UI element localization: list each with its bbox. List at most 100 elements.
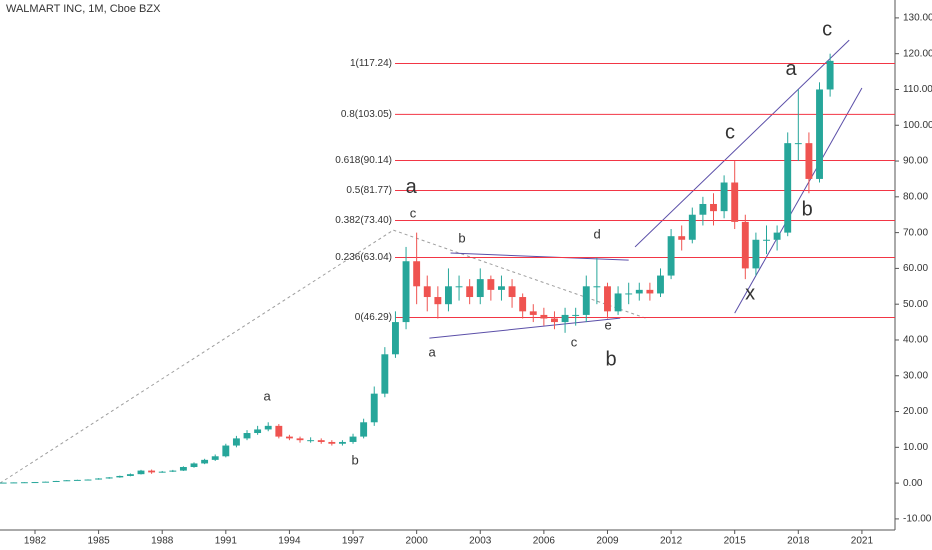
candle-body [794, 143, 802, 145]
candle-body [741, 221, 749, 269]
fib-label: 0(46.29) [355, 312, 392, 323]
trend-line [429, 317, 621, 339]
candle-body [158, 471, 166, 473]
candle-body [784, 143, 792, 233]
candle-body [222, 445, 230, 457]
candle-body [614, 293, 622, 312]
y-tick-label: 50.00 [903, 299, 928, 310]
wave-label: b [606, 348, 617, 370]
candle-body [264, 425, 272, 430]
y-tick-label: 120.00 [903, 48, 932, 59]
candle-body [20, 482, 28, 484]
wave-label: a [406, 176, 418, 198]
x-tick-label: 1997 [342, 536, 365, 547]
candle-body [10, 482, 18, 484]
x-tick-label: 2021 [851, 536, 874, 547]
candle-body [657, 275, 664, 294]
x-tick-label: 1985 [87, 536, 110, 547]
candle-body [476, 279, 484, 298]
candle-body [338, 441, 346, 444]
x-tick-label: 1982 [24, 536, 47, 547]
candle-body [402, 261, 410, 323]
candle-body [551, 318, 558, 323]
candle-body [137, 470, 145, 475]
candle-body [763, 239, 770, 241]
y-tick-label: 0.00 [903, 478, 923, 489]
fib-label: 0.618(90.14) [335, 155, 392, 166]
y-tick-label: 20.00 [903, 406, 928, 417]
wave-label: c [571, 335, 578, 350]
candle-body [423, 286, 431, 298]
y-tick-label: 130.00 [903, 13, 932, 24]
candle-body [635, 289, 643, 294]
candle-body [275, 425, 283, 437]
candle-body [370, 393, 378, 423]
y-tick-label: -10.00 [903, 514, 932, 525]
candle-body [445, 286, 452, 305]
wave-label: b [352, 452, 359, 467]
candle-body [148, 470, 156, 473]
candle-body [391, 322, 399, 355]
x-tick-label: 1988 [151, 536, 174, 547]
y-tick-label: 40.00 [903, 335, 928, 346]
wave-label: a [786, 58, 798, 80]
wave-label: d [593, 227, 600, 242]
candle-body [116, 475, 124, 478]
candle-body [678, 236, 686, 240]
y-tick-label: 10.00 [903, 442, 928, 453]
candle-body [487, 279, 495, 290]
candle-body [0, 482, 7, 484]
candle-body [201, 459, 209, 464]
fib-label: 1(117.24) [350, 58, 392, 69]
wave-label: b [802, 198, 813, 220]
x-tick-label: 1991 [215, 536, 238, 547]
candle-body [73, 479, 81, 481]
y-tick-label: 70.00 [903, 227, 928, 238]
candle-body [699, 203, 707, 215]
wave-label: c [410, 205, 417, 220]
candle-body [466, 286, 474, 298]
candle-body [805, 143, 813, 179]
fib-label: 0.5(81.77) [346, 185, 392, 196]
candle-body [498, 286, 505, 290]
y-tick-label: 30.00 [903, 370, 928, 381]
fib-label: 0.8(103.05) [341, 109, 392, 120]
candle-body [572, 314, 580, 316]
candle-body [317, 440, 325, 442]
x-tick-label: 2000 [406, 536, 429, 547]
y-tick-label: 80.00 [903, 191, 928, 202]
candle-body [285, 436, 293, 439]
candle-body [816, 89, 823, 179]
candle-body [529, 311, 537, 315]
candle-body [731, 182, 739, 222]
candle-body [307, 440, 315, 442]
candle-body [360, 422, 368, 437]
candle-body [42, 481, 50, 483]
candle-body [232, 438, 240, 446]
x-tick-label: 1994 [278, 536, 301, 547]
wave-label: a [264, 389, 272, 404]
candle-body [381, 354, 389, 394]
candle-body [710, 203, 717, 212]
candle-body [31, 482, 39, 484]
fib-label: 0.236(63.04) [335, 252, 392, 263]
candle-body [519, 297, 527, 312]
candle-body [328, 441, 336, 444]
y-tick-label: 100.00 [903, 120, 932, 131]
wave-label: b [458, 230, 465, 245]
wave-label: e [604, 317, 611, 332]
candle-body [243, 433, 251, 439]
y-tick-label: 90.00 [903, 156, 928, 167]
candle-body [752, 239, 760, 269]
candle-body [296, 438, 304, 441]
chart-title: WALMART INC, 1M, Cboe BZX [6, 3, 161, 15]
candle-body [105, 477, 113, 479]
trend-line [734, 87, 863, 314]
wave-label: c [725, 121, 735, 143]
candle-body [593, 286, 601, 288]
candle-body [582, 286, 590, 315]
y-tick-label: 110.00 [903, 84, 932, 95]
candle-body [667, 236, 675, 276]
x-tick-label: 2006 [533, 536, 556, 547]
x-tick-label: 2003 [469, 536, 492, 547]
